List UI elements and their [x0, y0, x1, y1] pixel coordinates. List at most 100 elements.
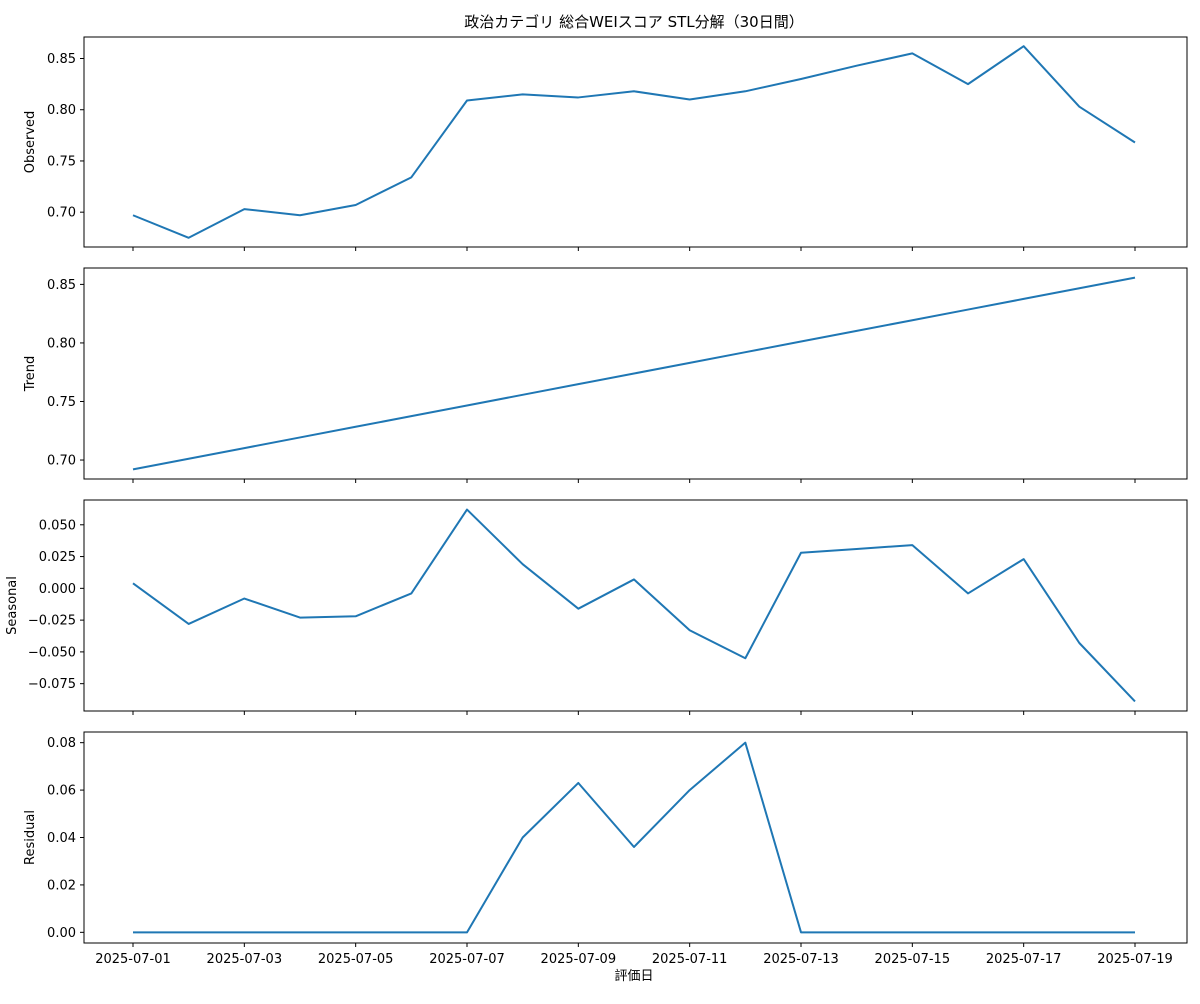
data-point-residual [911, 931, 913, 933]
y-tick-label-residual: 0.02 [47, 878, 76, 893]
data-point-observed [1078, 106, 1080, 108]
y-tick-label-residual: 0.08 [47, 736, 76, 751]
data-point-trend [355, 426, 357, 428]
data-point-seasonal [466, 509, 468, 511]
data-point-seasonal [856, 548, 858, 550]
y-tick-label-seasonal: 0.025 [39, 550, 76, 565]
data-point-seasonal [188, 623, 190, 625]
data-point-residual [1134, 931, 1136, 933]
data-point-observed [1023, 45, 1025, 47]
data-point-trend [1134, 277, 1136, 279]
panel-observed: 0.70 0.75 0.80 0.85 Observed [23, 36, 1188, 251]
data-point-residual [522, 837, 524, 839]
panel-seasonal: −0.075 −0.050 −0.025 0.000 0.025 0.050 Seasona… [5, 499, 1188, 715]
data-point-residual [410, 931, 412, 933]
data-point-observed [132, 214, 134, 216]
data-point-trend [967, 309, 969, 311]
data-point-trend [1023, 298, 1025, 300]
data-point-observed [410, 176, 412, 178]
panel-frame-trend [83, 267, 1188, 480]
y-tick-label-residual: 0.06 [47, 784, 76, 799]
data-point-trend [744, 351, 746, 353]
data-point-trend [856, 330, 858, 332]
y-tick-label-seasonal: 0.050 [39, 518, 76, 533]
y-tick-label-observed: 0.75 [47, 154, 76, 169]
data-point-seasonal [243, 598, 245, 600]
x-tick-label: 2025-07-19 [1097, 952, 1173, 967]
y-tick-label-residual: 0.04 [47, 831, 76, 846]
data-point-seasonal [299, 617, 301, 619]
y-axis-label-residual: Residual [23, 810, 38, 865]
panel-frame-seasonal [83, 499, 1188, 712]
data-point-seasonal [689, 629, 691, 631]
data-point-trend [243, 447, 245, 449]
y-tick-label-seasonal: −0.075 [28, 677, 76, 692]
data-point-observed [911, 52, 913, 54]
series-line-seasonal [132, 508, 1136, 703]
data-point-trend [911, 319, 913, 321]
data-point-seasonal [1023, 558, 1025, 560]
data-point-seasonal [1078, 642, 1080, 644]
data-point-observed [577, 96, 579, 98]
data-point-residual [744, 742, 746, 744]
y-tick-label-observed: 0.80 [47, 103, 76, 118]
y-tick-label-observed: 0.85 [47, 52, 76, 67]
data-point-observed [800, 78, 802, 80]
data-point-observed [967, 83, 969, 85]
x-tick-label: 2025-07-15 [875, 952, 951, 967]
data-point-seasonal [967, 592, 969, 594]
data-point-residual [689, 789, 691, 791]
x-tick-label: 2025-07-07 [429, 952, 505, 967]
data-point-residual [577, 782, 579, 784]
y-tick-label-trend: 0.70 [47, 454, 76, 469]
data-point-trend [800, 341, 802, 343]
data-point-residual [1023, 931, 1025, 933]
data-point-trend [577, 383, 579, 385]
panel-frame-residual [83, 731, 1188, 944]
data-point-trend [689, 362, 691, 364]
data-point-residual [856, 931, 858, 933]
data-point-observed [466, 100, 468, 102]
data-point-observed [522, 93, 524, 95]
data-point-seasonal [744, 657, 746, 659]
y-tick-label-trend: 0.75 [47, 395, 76, 410]
data-point-residual [188, 931, 190, 933]
x-axis-label: 評価日 [614, 969, 653, 984]
data-point-observed [856, 65, 858, 67]
data-point-observed [243, 208, 245, 210]
y-axis-label-seasonal: Seasonal [5, 576, 20, 635]
y-tick-label-seasonal: 0.000 [39, 582, 76, 597]
data-point-seasonal [800, 552, 802, 554]
data-point-trend [633, 373, 635, 375]
data-point-residual [299, 931, 301, 933]
data-point-residual [355, 931, 357, 933]
data-point-observed [689, 98, 691, 100]
y-tick-label-observed: 0.70 [47, 206, 76, 221]
data-point-seasonal [911, 544, 913, 546]
x-tick-label: 2025-07-11 [652, 952, 728, 967]
x-tick-label: 2025-07-09 [541, 952, 617, 967]
y-axis-label-observed: Observed [23, 111, 38, 174]
data-point-trend [410, 415, 412, 417]
data-point-seasonal [355, 615, 357, 617]
data-point-seasonal [1134, 700, 1136, 702]
series-line-observed [132, 45, 1136, 239]
panel-trend: 0.70 0.75 0.80 0.85 Trend [23, 267, 1188, 483]
data-point-seasonal [410, 592, 412, 594]
data-point-residual [466, 931, 468, 933]
data-point-observed [299, 214, 301, 216]
series-line-residual [133, 741, 1135, 934]
data-point-residual [800, 931, 802, 933]
data-point-observed [633, 90, 635, 92]
data-point-trend [466, 404, 468, 406]
data-point-residual [633, 846, 635, 848]
x-tick-label: 2025-07-01 [95, 952, 171, 967]
data-point-seasonal [633, 578, 635, 580]
y-tick-label-residual: 0.00 [47, 926, 76, 941]
x-tick-label: 2025-07-03 [207, 952, 283, 967]
data-point-trend [1078, 287, 1080, 289]
data-point-observed [1134, 142, 1136, 144]
data-point-observed [744, 90, 746, 92]
y-axis-label-trend: Trend [23, 356, 38, 393]
